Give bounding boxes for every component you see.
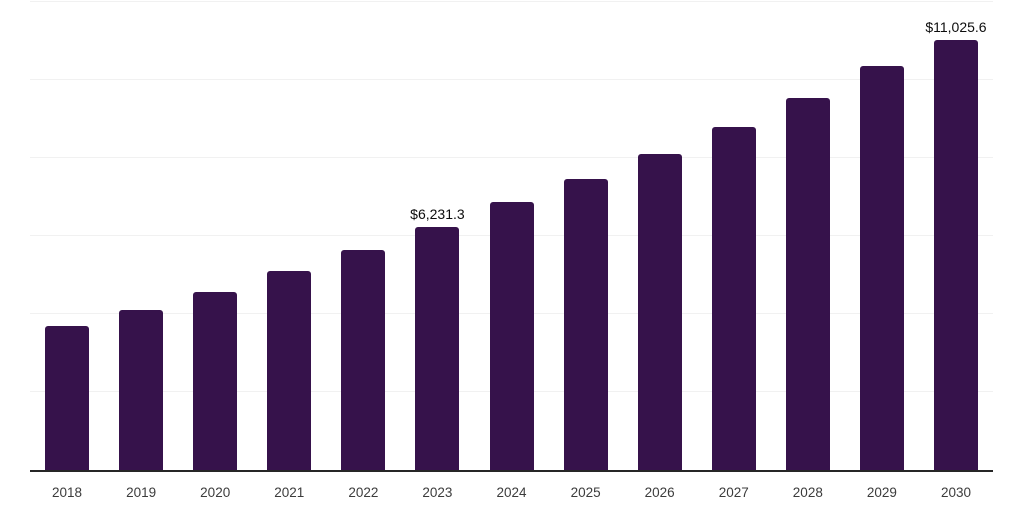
x-axis-label-2023: 2023: [422, 485, 453, 500]
bar-band-2020: [178, 2, 252, 470]
bar-band-2021: [252, 2, 326, 470]
plot-area: $6,231.3 $11,025.6: [30, 1, 993, 472]
bar-band-2029: [845, 2, 919, 470]
x-axis-label-2019: 2019: [126, 485, 157, 500]
x-axis-label-2018: 2018: [52, 485, 83, 500]
bar-2029: [859, 65, 904, 470]
bar-2022: [341, 249, 386, 470]
bars: $6,231.3 $11,025.6: [30, 2, 993, 470]
x-axis-label-2020: 2020: [200, 485, 231, 500]
gridline-8000: [30, 157, 993, 159]
x-axis-label-2028: 2028: [792, 485, 823, 500]
gridline-10000: [30, 79, 993, 80]
bar-value-label-2023: $6,231.3: [410, 205, 465, 222]
gridline-12000: [30, 1, 993, 2]
bar-2027: [711, 126, 756, 470]
bar-2021: [267, 271, 312, 470]
bar-2028: [785, 97, 830, 470]
bar-band-2028: [771, 2, 845, 470]
bar-2026: [637, 153, 682, 470]
bar-2020: [193, 292, 238, 470]
bar-band-2026: [623, 2, 697, 470]
x-axis-label-2025: 2025: [570, 485, 601, 500]
bar-band-2023: $6,231.3: [400, 2, 474, 470]
bar-2019: [119, 309, 164, 470]
bar-band-2025: [549, 2, 623, 470]
x-axis-label-2021: 2021: [274, 485, 305, 500]
bar-band-2018: [30, 2, 104, 470]
x-axis-label-2027: 2027: [718, 485, 749, 500]
bar-2025: [563, 179, 608, 470]
bar-band-2022: [326, 2, 400, 470]
bar-band-2027: [697, 2, 771, 470]
bar-band-2019: [104, 2, 178, 470]
x-axis-label-2029: 2029: [866, 485, 897, 500]
bar-value-label-2030: $11,025.6: [925, 19, 987, 36]
bar-band-2030: $11,025.6: [919, 2, 993, 470]
bar-2023: [415, 226, 460, 470]
bar-2030: [933, 40, 978, 470]
x-axis-label-2026: 2026: [644, 485, 675, 500]
bar-band-2024: [474, 2, 548, 470]
bar-2024: [489, 202, 534, 470]
x-axis-label-2022: 2022: [348, 485, 379, 500]
x-axis-label-2030: 2030: [940, 485, 971, 500]
x-axis-labels: 2018 2019 2020 2021 2022 2023 2024 2025 2026 2027…: [30, 472, 993, 500]
bar-2018: [45, 326, 90, 470]
x-axis-label-2024: 2024: [496, 485, 527, 500]
